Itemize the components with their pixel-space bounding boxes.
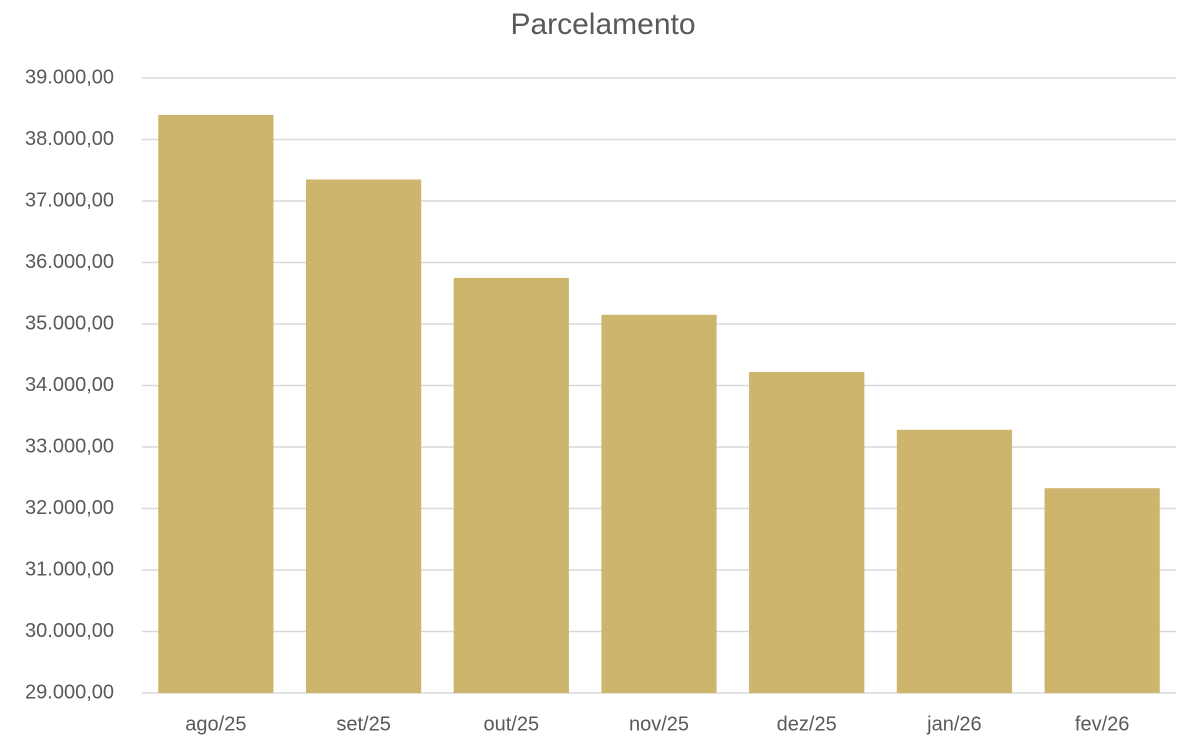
x-tick-label: fev/26: [1075, 713, 1129, 735]
y-tick-label: 37.000,00: [25, 189, 114, 211]
chart-title: Parcelamento: [510, 8, 695, 41]
x-tick-label: dez/25: [777, 713, 837, 735]
y-tick-label: 31.000,00: [25, 558, 114, 580]
y-tick-label: 32.000,00: [25, 497, 114, 519]
y-tick-label: 34.000,00: [25, 374, 114, 396]
bar: [305, 179, 422, 694]
bar: [601, 314, 717, 693]
y-tick-label: 30.000,00: [25, 620, 114, 642]
bar: [896, 429, 1013, 693]
y-tick-label: 38.000,00: [25, 128, 114, 150]
bar: [158, 114, 274, 693]
y-tick-label: 33.000,00: [25, 435, 114, 457]
y-tick-label: 36.000,00: [25, 251, 114, 273]
x-tick-label: out/25: [483, 713, 539, 735]
bar: [1044, 488, 1160, 693]
y-tick-label: 29.000,00: [25, 681, 114, 703]
y-tick-label: 35.000,00: [25, 312, 114, 334]
x-tick-label: jan/26: [926, 713, 982, 735]
x-tick-label: nov/25: [629, 713, 689, 735]
bar: [453, 277, 569, 693]
y-tick-label: 39.000,00: [25, 66, 114, 88]
x-tick-label: ago/25: [185, 713, 246, 735]
x-tick-label: set/25: [336, 713, 390, 735]
bar: [749, 371, 865, 693]
